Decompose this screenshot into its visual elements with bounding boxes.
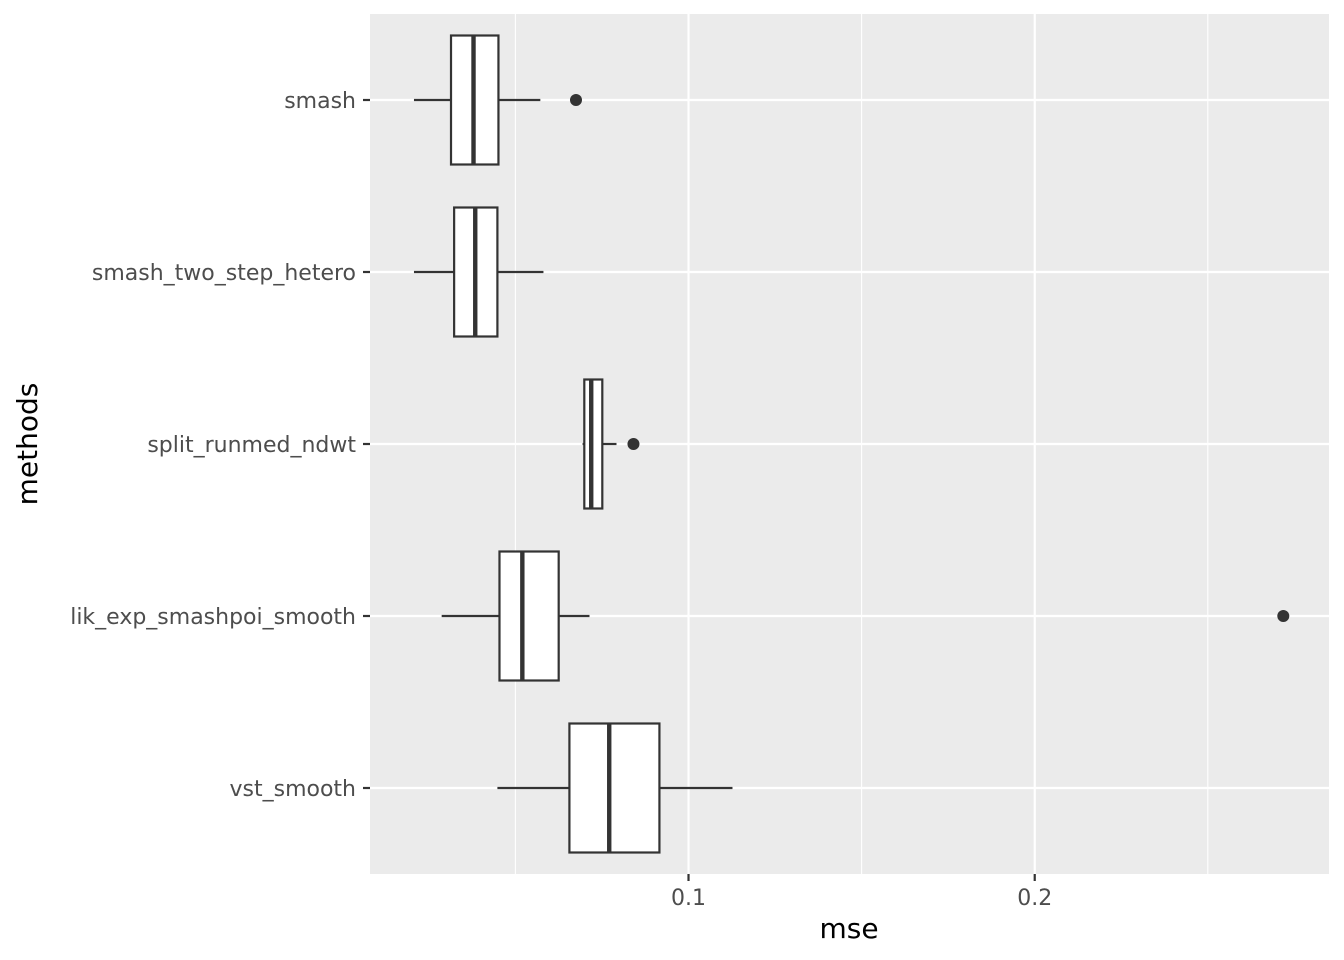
y-axis: smash smash_two_step_hetero split_runmed_n… [70, 89, 370, 802]
y-axis-title: methods [11, 383, 44, 506]
x-tick-label-0: 0.1 [671, 886, 706, 911]
outlier-smash-0 [569, 94, 582, 106]
iqr-box-lik_exp_smashpoi_smooth [498, 550, 560, 682]
box-series [413, 34, 1290, 854]
y-tick-label-1: smash_two_step_hetero [92, 261, 356, 286]
x-axis-title: mse [819, 912, 878, 945]
outlier-split_runmed_ndwt-0 [627, 438, 640, 450]
box-vst_smooth [497, 722, 733, 854]
y-tick-label-0: smash [284, 89, 356, 114]
x-tick-label-1: 0.2 [1017, 886, 1052, 911]
y-tick-label-4: vst_smooth [230, 777, 357, 802]
box-smash [413, 34, 582, 166]
y-tick-label-2: split_runmed_ndwt [147, 433, 356, 458]
box-split_runmed_ndwt [582, 378, 640, 510]
box-smash_two_step_hetero [413, 206, 544, 338]
x-axis: 0.1 0.2 [671, 874, 1052, 911]
outlier-lik_exp_smashpoi_smooth-0 [1277, 610, 1290, 622]
y-tick-label-3: lik_exp_smashpoi_smooth [70, 605, 356, 630]
iqr-box-vst_smooth [568, 722, 661, 854]
box-lik_exp_smashpoi_smooth [441, 550, 1290, 682]
